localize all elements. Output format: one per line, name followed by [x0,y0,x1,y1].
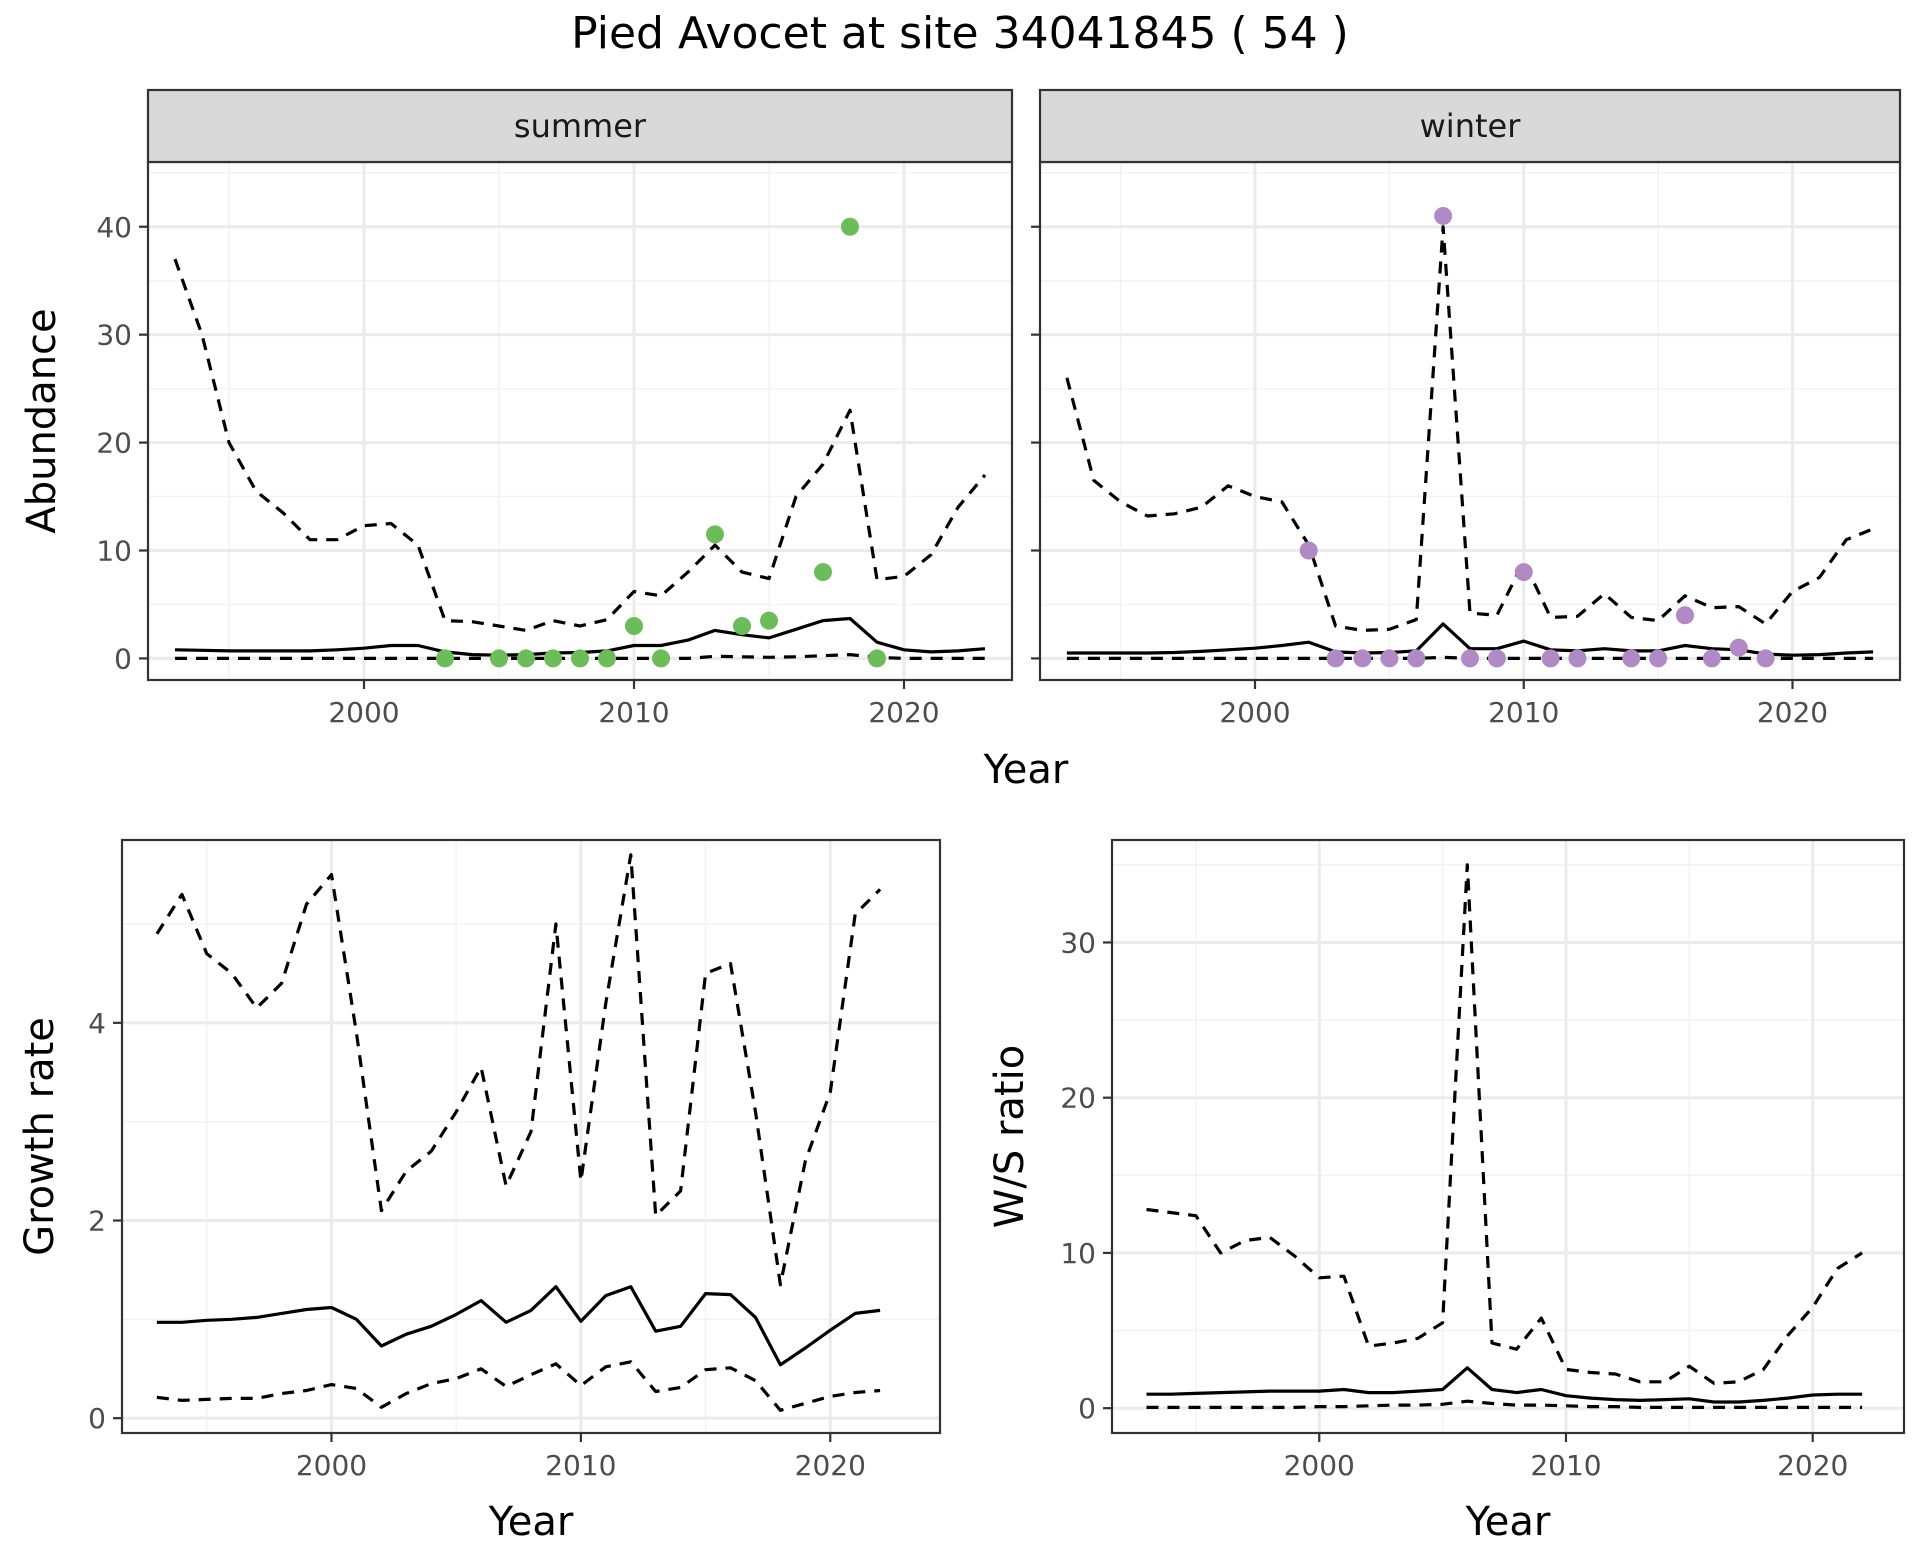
winter-data-point [1756,649,1775,668]
x-tick-label: 2000 [328,696,399,729]
summer-panel: summer 2000 2010 2020 0 10 20 30 40 Abundance [19,88,1014,729]
facet-strip [1038,88,1902,164]
x-tick-label: 2000 [1284,1449,1355,1482]
y-axis-title: W/S ratio [987,1045,1033,1228]
winter-data-point [1380,649,1399,668]
y-tick-label: 20 [96,427,132,460]
winter-data-point [1407,649,1426,668]
summer-data-point [652,649,670,668]
winter-data-point [1487,649,1506,668]
summer-data-point [733,617,751,636]
facet-strip [146,88,1014,164]
y-tick-label: 20 [1060,1082,1096,1115]
summer-data-point [760,611,778,630]
y-tick-label: 10 [1060,1237,1096,1270]
x-tick-label: 2010 [598,696,669,729]
ratio-fit-line [1146,1366,1863,1404]
summer-upper-ci-line [173,258,987,632]
winter-data-point [1461,649,1479,668]
summer-data-point [598,649,616,668]
y-tick-label: 4 [88,1007,106,1040]
summer-data-point [571,649,589,668]
ratio-lower-ci-line [1146,1399,1863,1409]
y-tick-label: 30 [96,319,132,352]
panel-border [1110,838,1906,1435]
y-axis-title: Abundance [19,308,65,533]
summer-data-point [814,563,832,582]
winter-upper-ci-line [1065,225,1874,632]
x-tick-label: 2020 [868,696,939,729]
winter-data-point [1702,649,1721,668]
y-tick-label: 2 [88,1205,106,1238]
winter-data-point [1541,649,1560,668]
x-tick-label: 2010 [1530,1449,1601,1482]
facet-strip-label: winter [1420,107,1522,145]
winter-data-point [1649,649,1668,668]
summer-data-point [544,649,562,668]
y-tick-label: 40 [96,211,132,244]
winter-data-point [1353,649,1372,668]
summer-data-point [841,217,859,236]
x-tick-label: 2000 [1219,696,1290,729]
growth-lower-ci-line [156,1360,881,1412]
winter-data-point [1622,649,1641,668]
y-tick-label: 0 [114,642,132,675]
panel-border [120,838,942,1435]
x-tick-label: 2010 [1488,696,1559,729]
winter-data-point [1514,563,1533,582]
y-axis-title: Growth rate [17,1017,63,1256]
x-tick-label: 2020 [1757,696,1828,729]
summer-data-point [706,525,724,544]
y-tick-label: 10 [96,535,132,568]
summer-data-point [868,649,886,668]
growth-fit-line [156,1285,881,1367]
y-tick-label: 0 [1078,1392,1096,1425]
y-tick-label: 0 [88,1402,106,1435]
winter-data-point [1434,206,1453,225]
x-tick-label: 2020 [1777,1449,1848,1482]
top-x-axis-title: Year [983,747,1069,793]
panel-border [146,160,1014,682]
x-tick-label: 2010 [545,1449,616,1482]
y-tick-label: 30 [1060,926,1096,959]
winter-data-point [1299,541,1318,560]
summer-data-point [517,649,535,668]
winter-panel: winter 2000 2010 2020 [1031,88,1902,729]
winter-data-point [1326,649,1345,668]
facet-strip-label: summer [514,107,647,145]
winter-data-point [1676,606,1694,625]
x-tick-label: 2020 [795,1449,866,1482]
x-tick-label: 2000 [296,1449,367,1482]
figure-title: Pied Avocet at site 34041845 ( 54 ) [571,8,1349,59]
ws-ratio-panel: 2000 2010 2020 0 10 20 30 W/S ratio Year [987,838,1906,1545]
summer-data-point [625,617,643,636]
summer-data-point [490,649,508,668]
winter-data-point [1568,649,1587,668]
growth-upper-ci-line [155,853,882,1287]
summer-data-point [436,649,454,668]
winter-data-point [1729,638,1748,657]
growth-rate-panel: 2000 2010 2020 0 2 4 Growth rate Year [17,838,942,1545]
x-axis-title: Year [1465,1499,1551,1545]
x-axis-title: Year [488,1499,574,1545]
